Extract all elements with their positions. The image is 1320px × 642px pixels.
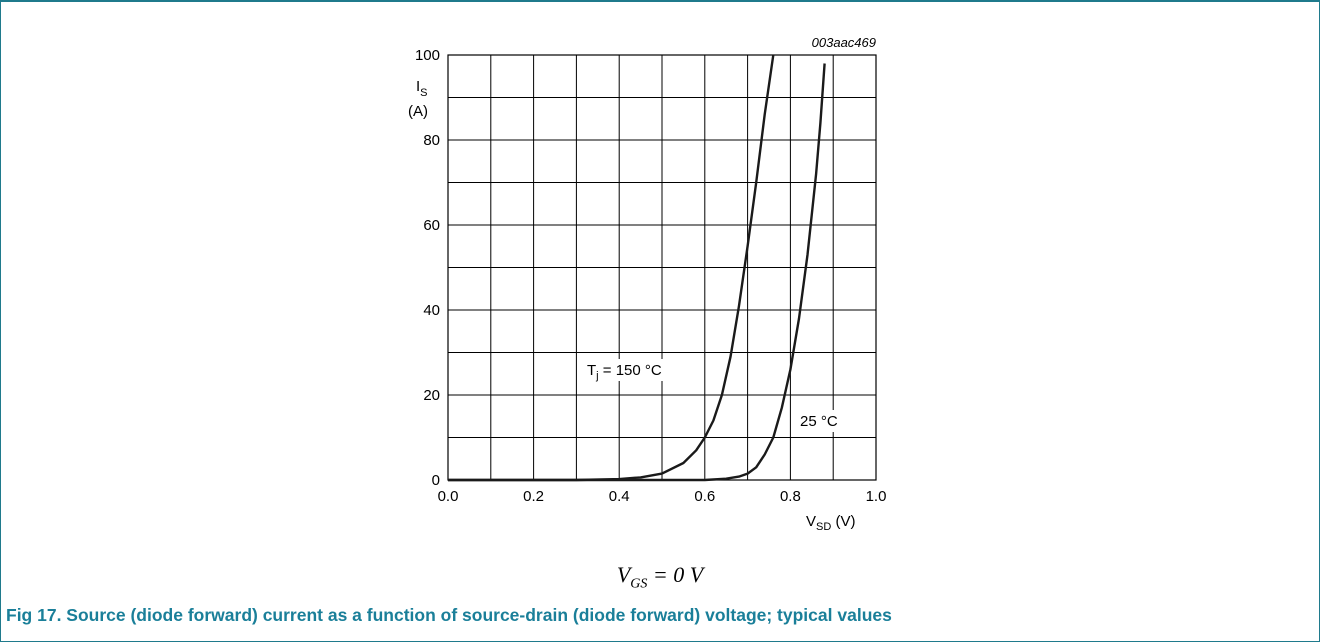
x-tick-label: 1.0 bbox=[866, 488, 887, 505]
x-axis-label: VSD (V) bbox=[806, 513, 855, 533]
figure-id: 003aac469 bbox=[812, 35, 876, 50]
x-tick-label: 0.4 bbox=[609, 488, 630, 505]
y-tick-label: 0 bbox=[432, 472, 440, 489]
series-label-background bbox=[583, 359, 696, 381]
grid bbox=[447, 54, 877, 481]
series-line-tj-25c bbox=[448, 63, 826, 482]
series-label-background bbox=[796, 410, 856, 432]
test-condition: VGS = 0 V bbox=[616, 562, 704, 592]
y-axis-unit: (A) bbox=[408, 103, 428, 120]
y-tick-label: 60 bbox=[423, 217, 440, 234]
y-tick-label: 100 bbox=[415, 47, 440, 64]
diode-forward-chart: 0.0 0.2 0.4 0.6 0.8 1.0 0 20 40 60 80 100 IS (A) VSD (… bbox=[408, 35, 886, 533]
y-tick-label: 20 bbox=[423, 387, 440, 404]
y-tick-label: 80 bbox=[423, 132, 440, 149]
y-tick-label: 40 bbox=[423, 302, 440, 319]
axis-labels: 0.0 0.2 0.4 0.6 0.8 1.0 0 20 40 60 80 100 IS (A) VSD (… bbox=[408, 35, 886, 533]
x-tick-label: 0.8 bbox=[780, 488, 801, 505]
series-line-tj-150c bbox=[448, 54, 775, 482]
curves bbox=[448, 54, 826, 482]
figure-caption: Fig 17. Source (diode forward) current a… bbox=[6, 605, 892, 625]
x-tick-label: 0.0 bbox=[438, 488, 459, 505]
x-tick-label: 0.6 bbox=[694, 488, 715, 505]
series-label: Tj = 150 °C bbox=[587, 362, 662, 382]
page-top-border bbox=[0, 0, 1320, 2]
y-axis-label: IS bbox=[416, 78, 428, 99]
x-tick-label: 0.2 bbox=[523, 488, 544, 505]
series-label: 25 °C bbox=[800, 413, 838, 430]
